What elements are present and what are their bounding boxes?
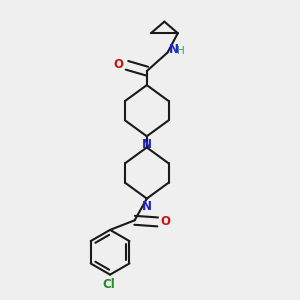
Text: O: O <box>114 58 124 70</box>
Text: Cl: Cl <box>102 278 115 291</box>
Text: H: H <box>177 46 185 56</box>
Text: N: N <box>142 200 152 213</box>
Text: N: N <box>169 44 179 56</box>
Text: N: N <box>142 137 152 151</box>
Text: O: O <box>160 215 170 228</box>
